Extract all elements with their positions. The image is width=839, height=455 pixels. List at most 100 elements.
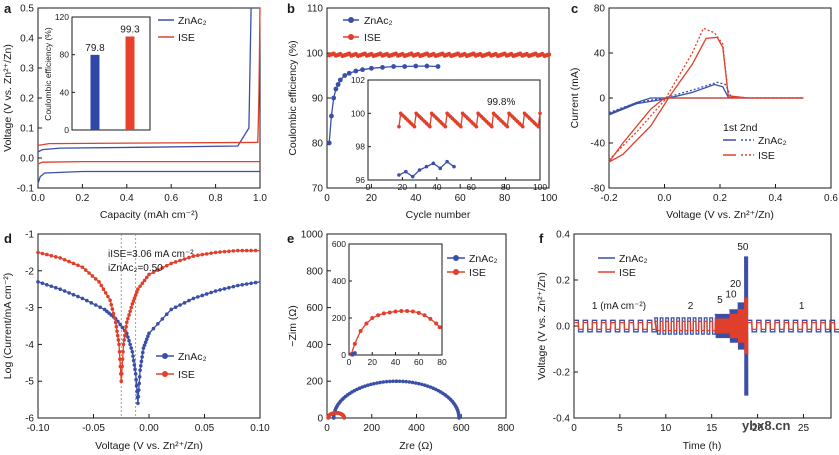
panel-d-series-0-point [129, 346, 134, 350]
panel-a-inset-ytick-label: 80 [60, 50, 70, 60]
panel-d-series-0-point [36, 280, 40, 284]
panel-e-ytick-label: 800 [306, 266, 323, 277]
panel-b-inset-znac-point [404, 169, 408, 174]
panel-d-series-0-point [133, 372, 138, 376]
panel-e-ytick-label: 400 [306, 340, 323, 351]
panel-e-series-0-point [407, 380, 412, 384]
panel-d-series-0-point [244, 282, 249, 286]
panel-e-inset-series-0-point [428, 316, 433, 321]
panel-f-rate-label-4: 20 [730, 279, 742, 290]
panel-a-xtick-label: 1.0 [253, 193, 267, 204]
panel-d-series-1-point [127, 313, 131, 317]
panel-a-inset-ytick-label: 120 [55, 12, 69, 22]
panel-d-series-1-point [108, 298, 112, 303]
panel-d-series-0-point [213, 289, 218, 293]
panel-f-ytick-label: 0.0 [556, 322, 570, 333]
panel-d-series-1-point [115, 329, 119, 333]
panel-d-series-0-point [231, 284, 236, 289]
panel-b-points [326, 51, 552, 146]
panel-a-ticks: 0.0 0.2 0.4 0.6 0.8 1.0-0.10.00.10.20.30.40.5 [17, 4, 268, 205]
panel-d-annotation-ise: iISE=3.06 mA cm⁻² [108, 249, 194, 260]
panel-c-legend-znac: ZnAc₂ [758, 135, 787, 147]
panel-e-legend-znac: ZnAc₂ [469, 253, 498, 265]
panel-c-ytick-label: 0 [599, 94, 605, 105]
panel-a-legend-znac: ZnAc₂ [178, 15, 207, 27]
panel-a-xtick-label: 0.2 [75, 193, 89, 204]
panel-e-inset-xtick-label: 80 [437, 357, 447, 367]
panel-c-xtick-label: -0.2 [600, 193, 618, 204]
panel-d-series-1-point [90, 274, 95, 278]
panel-e-series-0-point [410, 380, 415, 385]
panel-letter-a: a [4, 1, 12, 16]
panel-d-series-1-point [147, 272, 151, 277]
panel-d-series-1-point [231, 249, 236, 253]
panel-f-rate-label-5: 50 [737, 242, 749, 253]
panel-d-series-1-point [124, 324, 128, 329]
panel-b-legend-ise-marker [348, 34, 354, 40]
panel-d-series-1-point [126, 316, 130, 321]
panel-a-inset-frame [71, 16, 151, 131]
panel-e-legend-ise: ISE [469, 267, 486, 279]
panel-c: c -0.2 0.0 0.2 0.4 0.6 -80 -40 0 40 80 Voltage (V… [569, 1, 838, 221]
panel-d-series-1-point [58, 256, 62, 260]
panel-d-series-1-point [191, 254, 196, 258]
panel-c-ticks: -0.2 0.0 0.2 0.4 0.6 -80 -40 0 40 80 [591, 4, 839, 205]
panel-e-inset-series-0-point [364, 321, 369, 326]
panel-d-series-0-point [138, 368, 142, 372]
panel-e-series-1-point [342, 416, 347, 420]
panel-d-series-0-point [182, 301, 187, 305]
panel-d-ytick-label: -4 [25, 340, 34, 351]
panel-d-series-1-point [240, 248, 245, 253]
panel-d-series-0-point [136, 401, 140, 406]
panel-b-inset-ytick-label: 102 [351, 75, 365, 85]
panel-d-series-1-point [160, 266, 165, 270]
panel-d-series-1-point [116, 338, 121, 342]
panel-e-series-0-point [384, 379, 389, 384]
panel-b-znac-point [329, 113, 334, 119]
panel-d-series-0-point [253, 280, 258, 285]
panel-d-ytick-label: -1 [25, 230, 34, 241]
panel-d-series-1-point [120, 357, 125, 361]
panel-a-legend-ise: ISE [178, 32, 195, 44]
panel-d-series-1-point [227, 249, 231, 254]
panel-f-ytick-label: -0.4 [553, 414, 571, 425]
panel-d-series-1-point [103, 291, 108, 295]
panel-c-series-2 [608, 36, 804, 163]
panel-d-series-1-point [132, 296, 137, 300]
panel-d-series-1-point [119, 379, 124, 384]
panel-a-inset: 0 40 80 120 79.8 99.3 [55, 12, 140, 135]
panel-c-lines [608, 27, 804, 163]
panel-d-series-1-point [187, 255, 191, 260]
panel-e-legend-ise-marker [453, 269, 459, 275]
panel-d-ytick-label: -3 [25, 303, 34, 314]
panel-d-series-0-point [89, 301, 94, 305]
panel-d-series-0-point [85, 298, 89, 303]
panel-d-series-0-point [140, 350, 145, 355]
panel-d-series-1-point [196, 253, 200, 258]
panel-d-series-0-line [37, 281, 261, 404]
panel-d-series-1-point [125, 320, 129, 325]
panel-d-series-0-point [151, 326, 156, 331]
panel-d-xtick-label: -0.05 [82, 423, 105, 434]
panel-d-series-0-point [160, 317, 165, 321]
panel-e-ytick-label: 0 [317, 414, 323, 425]
panel-d-series-0-point [178, 303, 182, 307]
panel-d-series-1-point [80, 265, 85, 269]
panel-d-xtick-label: -0.10 [27, 423, 50, 434]
panel-b-legend-znac: ZnAc₂ [364, 15, 393, 27]
panel-d-series-1-point [142, 278, 147, 283]
panel-b-inset-znac-point [452, 164, 456, 169]
panel-b-inset-znac-point [445, 159, 449, 164]
panel-e-series-0-point [381, 380, 386, 384]
panel-b-inset-ise-point [521, 124, 525, 129]
panel-e-ytick-label: 1000 [301, 230, 324, 241]
panel-f-xtick-label: 10 [660, 423, 672, 434]
panel-d-legend-znac-marker [162, 353, 168, 359]
panel-b-inset-ise-point [538, 111, 542, 116]
panel-d-series-1-point [173, 260, 178, 264]
panel-b-ise-point [546, 52, 552, 57]
panel-e-series-0-point [369, 382, 373, 387]
